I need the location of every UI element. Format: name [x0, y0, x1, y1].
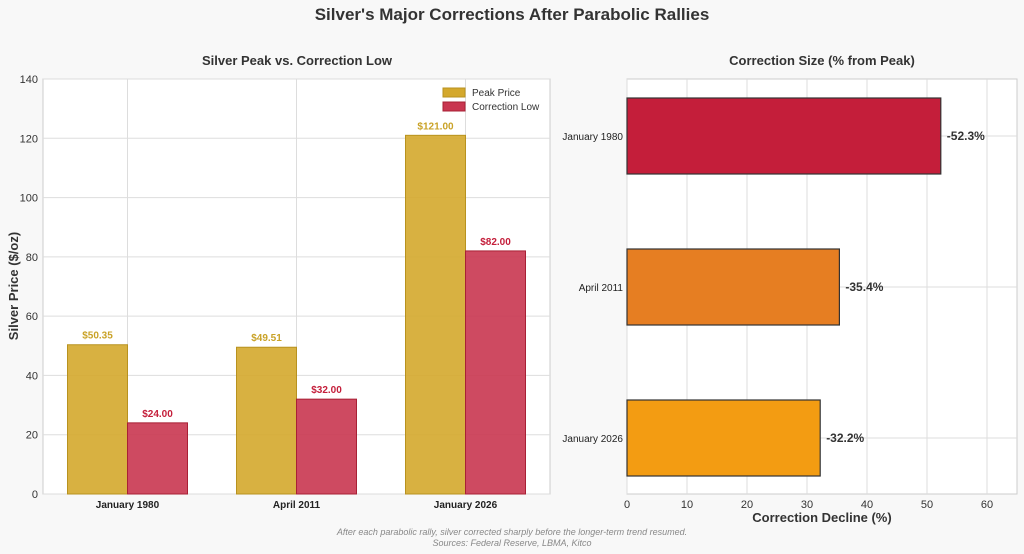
- legend-swatch: [442, 87, 466, 98]
- bar-data-label: $121.00: [417, 121, 454, 132]
- legend-label: Correction Low: [472, 102, 540, 113]
- right-chart: 0 10 20 30 40 50 60 January 1980 -52.3% April 201…: [562, 78, 1018, 511]
- y-tick-label: April 2011: [579, 283, 624, 294]
- y-tick-label: 80: [26, 252, 38, 264]
- left-y-axis-label: Silver Price ($/oz): [6, 232, 21, 340]
- y-tick-label: 100: [20, 193, 38, 205]
- legend-swatch: [442, 101, 466, 112]
- bar-peak: [405, 134, 466, 495]
- correction-bar: [626, 248, 840, 326]
- bar-data-label: $82.00: [480, 237, 511, 248]
- footnote-line-1: After each parabolic rally, silver corre…: [336, 527, 687, 537]
- left-chart-title: Silver Peak vs. Correction Low: [202, 53, 393, 68]
- bar-peak: [236, 346, 297, 495]
- y-tick-label: 0: [32, 489, 38, 501]
- bar-data-label: -35.4%: [845, 280, 883, 294]
- bar-low: [296, 398, 357, 495]
- correction-bar: [626, 97, 942, 175]
- y-tick-label: 140: [20, 74, 38, 86]
- y-tick-label: 120: [20, 133, 38, 145]
- bar-low: [465, 250, 526, 495]
- bar-data-label: $49.51: [251, 333, 282, 344]
- y-tick-label: January 2026: [562, 434, 623, 445]
- x-tick-label: January 2026: [434, 500, 498, 511]
- y-tick-label: 40: [26, 370, 38, 382]
- bar-data-label: $32.00: [311, 385, 342, 396]
- legend-label: Peak Price: [472, 88, 521, 99]
- x-tick-label: 20: [741, 499, 753, 511]
- x-tick-label: January 1980: [96, 500, 160, 511]
- footnote-line-2: Sources: Federal Reserve, LBMA, Kitco: [432, 538, 591, 548]
- bar-low: [127, 422, 188, 495]
- x-tick-label: 10: [681, 499, 693, 511]
- x-tick-label: 50: [921, 499, 933, 511]
- x-tick-label: 30: [801, 499, 813, 511]
- bar-data-label: $50.35: [82, 331, 113, 342]
- x-tick-label: April 2011: [273, 500, 321, 511]
- right-chart-title: Correction Size (% from Peak): [729, 53, 915, 68]
- x-tick-label: 0: [624, 499, 630, 511]
- bar-data-label: $24.00: [142, 409, 173, 420]
- y-tick-label: 20: [26, 430, 38, 442]
- bar-data-label: -52.3%: [947, 129, 985, 143]
- y-tick-label: 60: [26, 311, 38, 323]
- right-x-axis-label: Correction Decline (%): [752, 510, 891, 525]
- bar-data-label: -32.2%: [826, 431, 864, 445]
- x-tick-label: 40: [861, 499, 873, 511]
- x-tick-label: 60: [981, 499, 993, 511]
- correction-bar: [626, 399, 821, 477]
- y-tick-label: January 1980: [562, 132, 623, 143]
- left-chart: 0 20 40 60 80 100 120 140 January 1980 April 2011…: [20, 74, 551, 511]
- bar-peak: [67, 344, 128, 495]
- suptitle: Silver's Major Corrections After Parabol…: [315, 5, 710, 24]
